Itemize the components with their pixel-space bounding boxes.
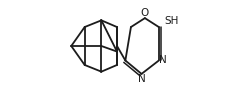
Text: O: O — [141, 8, 149, 18]
Text: N: N — [138, 74, 145, 84]
Text: SH: SH — [165, 16, 179, 26]
Text: N: N — [159, 55, 167, 66]
